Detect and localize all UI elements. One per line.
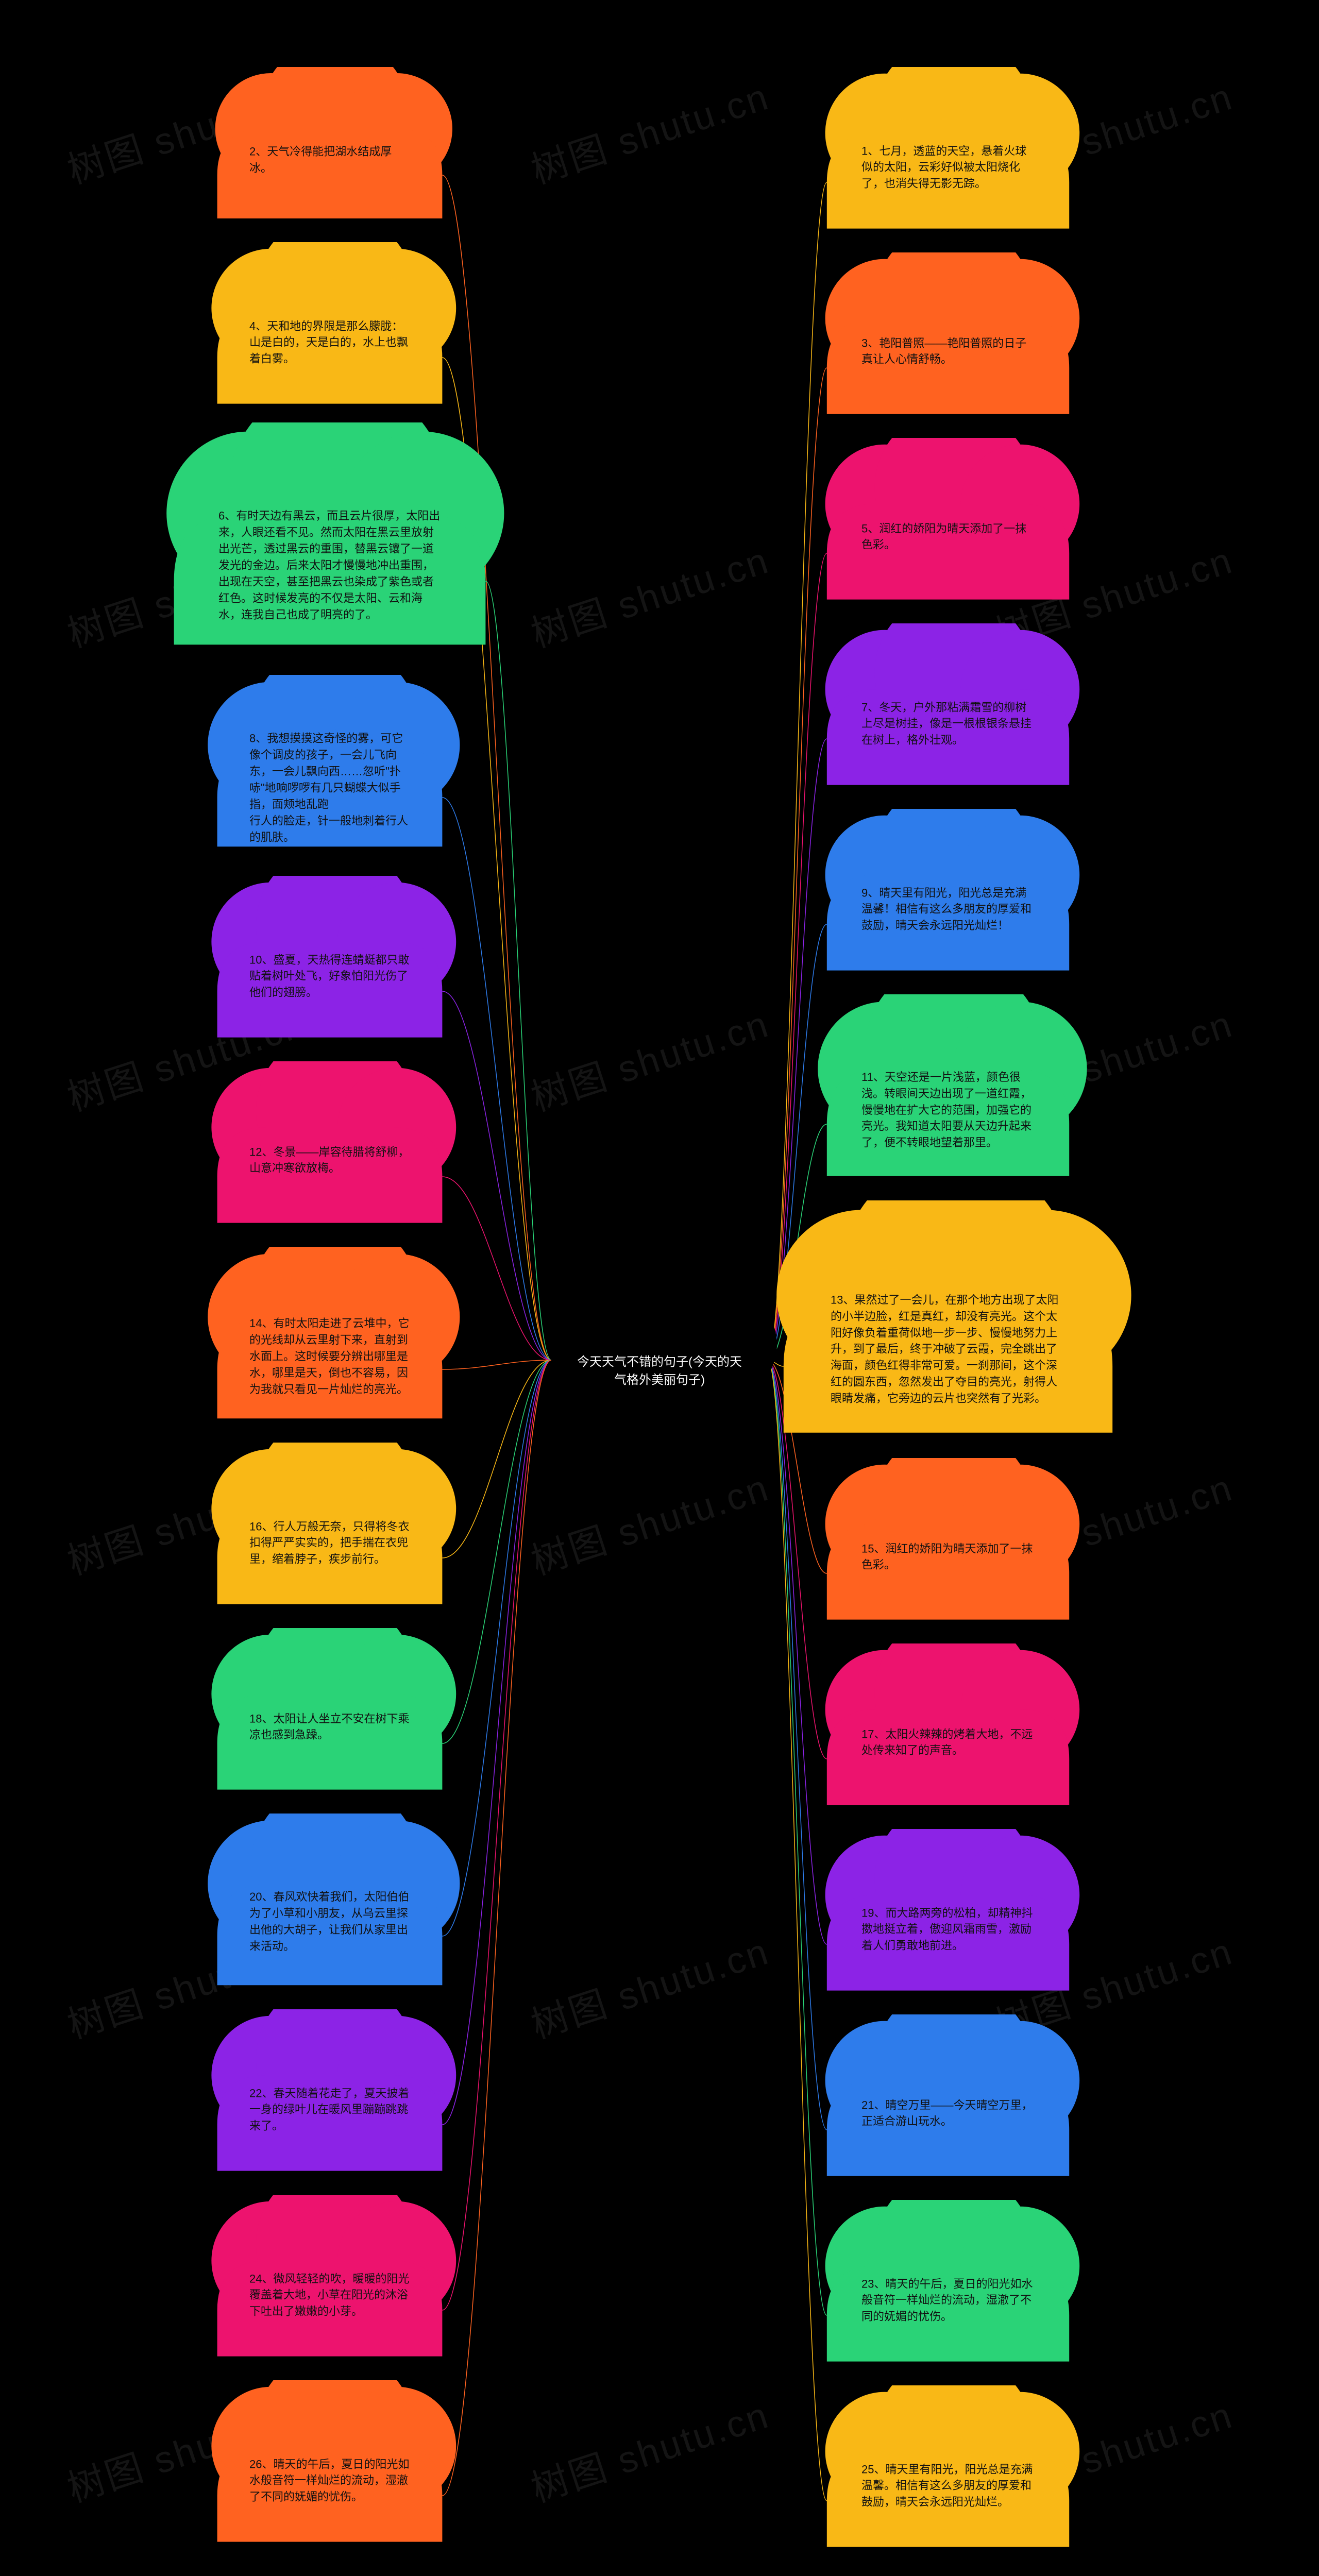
- branch-cloud: 22、春天随着花走了，夏天披着一身的绿叶儿在暖风里蹦蹦跳跳来了。: [196, 2009, 464, 2174]
- watermark: 树图 shutu.cn: [523, 530, 775, 657]
- branch-cloud: 11、天空还是一片浅蓝，颜色很浅。转眼间天边出现了一道红霞，慢慢地在扩大它的范围…: [804, 994, 1092, 1180]
- branch-cloud: 9、晴天里有阳光，阳光总是充满温馨！相信有这么多朋友的厚爱和鼓励，晴天会永远阳光…: [804, 809, 1092, 974]
- branch-cloud: 24、微风轻轻的吹，暖暖的阳光覆盖着大地，小草在阳光的沐浴下吐出了嫩嫩的小芽。: [196, 2195, 464, 2360]
- watermark: 树图 shutu.cn: [523, 1457, 775, 1585]
- branch-cloud: 2、天气冷得能把湖水结成厚冰。: [196, 67, 464, 222]
- branch-label: 5、润红的娇阳为晴天添加了一抹色彩。: [861, 520, 1035, 553]
- branch-label: 7、冬天，户外那粘满霜雪的柳树上尽是树挂，像是一根根银条悬挂在树上，格外壮观。: [861, 699, 1035, 749]
- branch-label: 9、晴天里有阳光，阳光总是充满温馨！相信有这么多朋友的厚爱和鼓励，晴天会永远阳光…: [861, 885, 1035, 934]
- branch-cloud: 14、有时太阳走进了云堆中，它的光线却从云里射下来，直射到水面上。这时候要分辨出…: [196, 1247, 464, 1422]
- branch-cloud: 10、盛夏，天热得连蜻蜓都只敢贴着树叶处飞，好象怕阳光伤了他们的翅膀。: [196, 876, 464, 1041]
- branch-label: 11、天空还是一片浅蓝，颜色很浅。转眼间天边出现了一道红霞，慢慢地在扩大它的范围…: [861, 1069, 1035, 1151]
- center-topic-cloud: 今天天气不错的句子(今天的天气格外美丽句子): [536, 1283, 783, 1437]
- branch-label: 25、晴天里有阳光，阳光总是充满温馨。相信有这么多朋友的厚爱和鼓励，晴天会永远阳…: [861, 2461, 1035, 2511]
- branch-cloud: 6、有时天边有黑云，而且云片很厚，太阳出来，人眼还看不见。然而太阳在黑云里放射出…: [144, 422, 515, 649]
- branch-label: 13、果然过了一会儿，在那个地方出现了太阳的小半边脸，红是真红，却没有亮光。这个…: [831, 1292, 1066, 1407]
- branch-cloud: 15、润红的娇阳为晴天添加了一抹色彩。: [804, 1458, 1092, 1623]
- branch-label: 24、微风轻轻的吹，暖暖的阳光覆盖着大地，小草在阳光的沐浴下吐出了嫩嫩的小芽。: [249, 2270, 410, 2320]
- branch-cloud: 20、春风欢快着我们，太阳伯伯为了小草和小朋友，从乌云里探出他的大胡子，让我们从…: [196, 1814, 464, 1989]
- watermark: 树图 shutu.cn: [523, 2384, 775, 2512]
- branch-label: 18、太阳让人坐立不安在树下乘凉也感到急躁。: [249, 1710, 410, 1743]
- branch-cloud: 26、晴天的午后，夏日的阳光如水般音符一样灿烂的流动，湿澈了不同的妩媚的忧伤。: [196, 2380, 464, 2545]
- branch-cloud: 8、我想摸摸这奇怪的雾，可它像个调皮的孩子，一会儿飞向东，一会儿飘向西……忽听"…: [196, 675, 464, 850]
- branch-cloud: 4、天和地的界限是那么朦胧：山是白的，天是白的，水上也飘着白雾。: [196, 242, 464, 407]
- watermark: 树图 shutu.cn: [523, 993, 775, 1121]
- branch-label: 6、有时天边有黑云，而且云片很厚，太阳出来，人眼还看不见。然而太阳在黑云里放射出…: [218, 508, 441, 623]
- branch-cloud: 12、冬景——岸容待腊将舒柳，山意冲寒欲放梅。: [196, 1061, 464, 1226]
- watermark: 树图 shutu.cn: [523, 1921, 775, 2048]
- watermark: 树图 shutu.cn: [523, 66, 775, 194]
- branch-label: 26、晴天的午后，夏日的阳光如水般音符一样灿烂的流动，湿澈了不同的妩媚的忧伤。: [249, 2456, 410, 2505]
- branch-label: 4、天和地的界限是那么朦胧：山是白的，天是白的，水上也飘着白雾。: [249, 318, 410, 367]
- branch-cloud: 16、行人万般无奈，只得将冬衣扣得严严实实的，把手揣在衣兜里，缩着脖子，疾步前行…: [196, 1443, 464, 1607]
- branch-cloud: 17、太阳火辣辣的烤着大地，不远处传来知了的声音。: [804, 1643, 1092, 1808]
- branch-label: 14、有时太阳走进了云堆中，它的光线却从云里射下来，直射到水面上。这时候要分辨出…: [249, 1315, 410, 1397]
- branch-label: 19、而大路两旁的松柏，却精神抖擞地挺立着，傲迎风霜雨雪，激励着人们勇敢地前进。: [861, 1905, 1035, 1954]
- diagram-stage: 树图 shutu.cn 树图 shutu.cn 树图 shutu.cn 树图 shut…: [0, 0, 1319, 2576]
- branch-cloud: 21、晴空万里——今天晴空万里，正适合游山玩水。: [804, 2014, 1092, 2179]
- branch-cloud: 23、晴天的午后，夏日的阳光如水般音符一样灿烂的流动，湿澈了不同的妩媚的忧伤。: [804, 2200, 1092, 2365]
- branch-cloud: 25、晴天里有阳光，阳光总是充满温馨。相信有这么多朋友的厚爱和鼓励，晴天会永远阳…: [804, 2385, 1092, 2550]
- center-topic-label: 今天天气不错的句子(今天的天气格外美丽句子): [573, 1353, 746, 1389]
- branch-label: 21、晴空万里——今天晴空万里，正适合游山玩水。: [861, 2097, 1035, 2130]
- branch-cloud: 13、果然过了一会儿，在那个地方出现了太阳的小半边脸，红是真红，却没有亮光。这个…: [752, 1200, 1144, 1437]
- branch-label: 15、润红的娇阳为晴天添加了一抹色彩。: [861, 1540, 1035, 1573]
- branch-label: 8、我想摸摸这奇怪的雾，可它像个调皮的孩子，一会儿飞向东，一会儿飘向西……忽听"…: [249, 731, 410, 845]
- branch-cloud: 3、艳阳普照——艳阳普照的日子真让人心情舒畅。: [804, 252, 1092, 417]
- branch-cloud: 7、冬天，户外那粘满霜雪的柳树上尽是树挂，像是一根根银条悬挂在树上，格外壮观。: [804, 623, 1092, 788]
- branch-cloud: 1、七月，透蓝的天空，悬着火球似的太阳，云彩好似被太阳烧化了，也消失得无影无踪。: [804, 67, 1092, 232]
- branch-label: 20、春风欢快着我们，太阳伯伯为了小草和小朋友，从乌云里探出他的大胡子，让我们从…: [249, 1889, 410, 1955]
- branch-cloud: 18、太阳让人坐立不安在树下乘凉也感到急躁。: [196, 1628, 464, 1793]
- branch-label: 12、冬景——岸容待腊将舒柳，山意冲寒欲放梅。: [249, 1144, 410, 1177]
- branch-cloud: 5、润红的娇阳为晴天添加了一抹色彩。: [804, 438, 1092, 603]
- branch-label: 10、盛夏，天热得连蜻蜓都只敢贴着树叶处飞，好象怕阳光伤了他们的翅膀。: [249, 952, 410, 1001]
- branch-label: 2、天气冷得能把湖水结成厚冰。: [249, 143, 410, 176]
- branch-label: 17、太阳火辣辣的烤着大地，不远处传来知了的声音。: [861, 1726, 1035, 1759]
- branch-label: 22、春天随着花走了，夏天披着一身的绿叶儿在暖风里蹦蹦跳跳来了。: [249, 2085, 410, 2134]
- branch-label: 23、晴天的午后，夏日的阳光如水般音符一样灿烂的流动，湿澈了不同的妩媚的忧伤。: [861, 2276, 1035, 2325]
- branch-label: 16、行人万般无奈，只得将冬衣扣得严严实实的，把手揣在衣兜里，缩着脖子，疾步前行…: [249, 1518, 410, 1568]
- branch-label: 3、艳阳普照——艳阳普照的日子真让人心情舒畅。: [861, 335, 1035, 368]
- branch-label: 1、七月，透蓝的天空，悬着火球似的太阳，云彩好似被太阳烧化了，也消失得无影无踪。: [861, 143, 1035, 192]
- branch-cloud: 19、而大路两旁的松柏，却精神抖擞地挺立着，傲迎风霜雨雪，激励着人们勇敢地前进。: [804, 1829, 1092, 1994]
